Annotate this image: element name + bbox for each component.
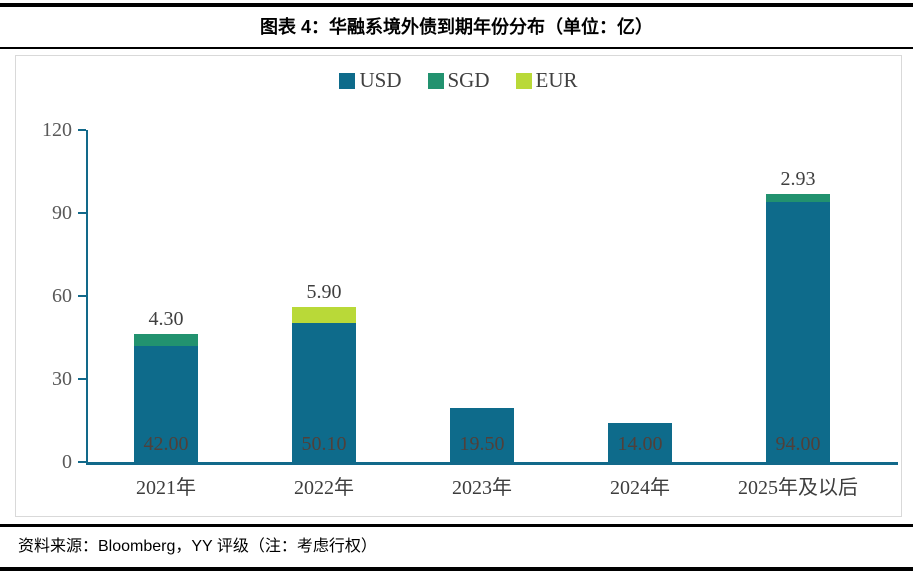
x-axis-label: 2024年 xyxy=(610,477,670,499)
y-axis-label: 120 xyxy=(42,119,72,141)
y-axis-tick xyxy=(78,378,86,380)
title-divider-rule xyxy=(0,47,913,49)
bar-value-label: 19.50 xyxy=(459,433,505,455)
bar-2022年-usd-segment xyxy=(292,323,356,462)
y-axis-tick xyxy=(78,295,86,297)
legend-label: EUR xyxy=(535,68,578,92)
bar-value-label: 14.00 xyxy=(617,433,663,455)
y-axis-line xyxy=(86,130,88,464)
legend-swatch-icon xyxy=(515,72,532,89)
legend-item-eur: EUR xyxy=(515,68,578,92)
bar-value-label: 42.00 xyxy=(143,433,189,455)
x-axis-label: 2021年 xyxy=(136,477,196,499)
y-axis-tick xyxy=(78,461,86,463)
bar-2022年-eur-segment xyxy=(292,307,356,324)
x-axis-label: 2025年及以后 xyxy=(738,477,858,499)
legend: USD SGD EUR xyxy=(16,70,901,91)
x-axis-label: 2022年 xyxy=(294,477,354,499)
legend-item-usd: USD xyxy=(339,68,402,92)
y-axis-tick xyxy=(78,129,86,131)
y-axis-label: 30 xyxy=(52,368,72,390)
y-axis-label: 0 xyxy=(62,451,72,473)
y-axis-label: 90 xyxy=(52,202,72,224)
source-divider-rule xyxy=(0,524,913,527)
plot-area: 0 30 60 90 120 42.00 4.30 2021年 50.10 5.90 2022年 19… xyxy=(16,56,901,516)
legend-swatch-icon xyxy=(427,72,444,89)
legend-item-sgd: SGD xyxy=(427,68,490,92)
chart-title: 图表 4：华融系境外债到期年份分布（单位：亿） xyxy=(259,17,653,37)
bar-2023年-usd-segment xyxy=(450,408,514,462)
bar-top-value-label: 5.90 xyxy=(306,281,342,304)
y-axis-label: 60 xyxy=(52,285,72,307)
bar-2021年-sgd-segment xyxy=(134,333,198,346)
x-axis-line xyxy=(86,462,898,465)
bar-2025年及以后-usd-segment xyxy=(766,201,830,462)
legend-label: USD xyxy=(359,68,402,92)
bottom-rule xyxy=(0,567,913,571)
legend-label: SGD xyxy=(447,68,490,92)
bar-top-value-label: 4.30 xyxy=(148,307,184,330)
legend-swatch-icon xyxy=(339,72,356,89)
bar-value-label: 50.10 xyxy=(301,433,347,455)
bar-2024年-usd-segment xyxy=(608,423,672,462)
x-axis-label: 2023年 xyxy=(452,477,512,499)
bar-2021年-usd-segment xyxy=(134,345,198,462)
chart-box: USD SGD EUR 0 30 60 90 120 42.00 4.30 2021年 50.10 5… xyxy=(15,55,902,517)
y-axis-tick xyxy=(78,212,86,214)
bar-top-value-label: 2.93 xyxy=(780,167,816,190)
bar-2025年及以后-sgd-segment xyxy=(766,193,830,202)
source-note: 资料来源：Bloomberg，YY 评级（注：考虑行权） xyxy=(18,538,377,555)
top-rule xyxy=(0,3,913,7)
bar-value-label: 94.00 xyxy=(775,433,821,455)
